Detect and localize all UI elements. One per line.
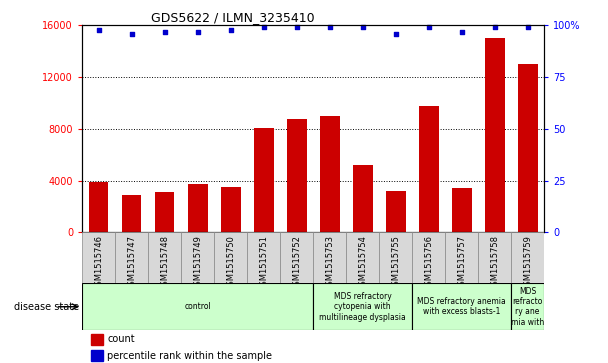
- Text: GSM1515758: GSM1515758: [490, 235, 499, 291]
- Text: GSM1515746: GSM1515746: [94, 235, 103, 291]
- Point: [226, 26, 235, 32]
- Text: control: control: [184, 302, 211, 311]
- Text: MDS refractory anemia
with excess blasts-1: MDS refractory anemia with excess blasts…: [417, 297, 506, 317]
- Text: GSM1515756: GSM1515756: [424, 235, 433, 291]
- Text: GSM1515757: GSM1515757: [457, 235, 466, 291]
- Bar: [91, 334, 103, 345]
- Bar: [511, 283, 544, 330]
- Bar: [89, 182, 108, 232]
- Bar: [214, 232, 247, 283]
- Bar: [485, 38, 505, 232]
- Bar: [247, 232, 280, 283]
- Bar: [280, 232, 313, 283]
- Bar: [346, 232, 379, 283]
- Bar: [82, 232, 115, 283]
- Text: GSM1515751: GSM1515751: [259, 235, 268, 291]
- Bar: [154, 192, 174, 232]
- Bar: [91, 350, 103, 362]
- Text: disease state: disease state: [14, 302, 79, 312]
- Point: [292, 25, 302, 30]
- Bar: [385, 191, 406, 232]
- Bar: [353, 165, 373, 232]
- Bar: [122, 195, 142, 232]
- Point: [358, 25, 367, 30]
- Point: [457, 29, 466, 34]
- Text: MDS refractory
cytopenia with
multilineage dysplasia: MDS refractory cytopenia with multilinea…: [319, 292, 406, 322]
- Bar: [287, 118, 306, 232]
- Bar: [148, 232, 181, 283]
- Bar: [478, 232, 511, 283]
- Text: GSM1515759: GSM1515759: [523, 235, 532, 291]
- Bar: [313, 232, 346, 283]
- Text: GSM1515753: GSM1515753: [325, 235, 334, 291]
- Text: GSM1515750: GSM1515750: [226, 235, 235, 291]
- Text: GSM1515747: GSM1515747: [127, 235, 136, 291]
- Bar: [412, 283, 511, 330]
- Bar: [419, 106, 438, 232]
- Text: GSM1515754: GSM1515754: [358, 235, 367, 291]
- Text: count: count: [108, 334, 135, 344]
- Text: percentile rank within the sample: percentile rank within the sample: [108, 351, 272, 361]
- Point: [325, 25, 334, 30]
- Text: GSM1515749: GSM1515749: [193, 235, 202, 291]
- Point: [160, 29, 170, 34]
- Bar: [254, 127, 274, 232]
- Point: [523, 25, 533, 30]
- Text: GSM1515755: GSM1515755: [391, 235, 400, 291]
- Text: GSM1515748: GSM1515748: [160, 235, 169, 291]
- Bar: [452, 188, 472, 232]
- Bar: [82, 283, 313, 330]
- Bar: [313, 283, 412, 330]
- Bar: [518, 64, 537, 232]
- Point: [490, 25, 500, 30]
- Point: [193, 29, 202, 34]
- Bar: [445, 232, 478, 283]
- Point: [424, 25, 434, 30]
- Point: [391, 31, 401, 37]
- Bar: [511, 232, 544, 283]
- Text: GSM1515752: GSM1515752: [292, 235, 301, 291]
- Point: [126, 31, 136, 37]
- Bar: [320, 116, 339, 232]
- Bar: [412, 232, 445, 283]
- Bar: [379, 232, 412, 283]
- Bar: [115, 232, 148, 283]
- Text: GDS5622 / ILMN_3235410: GDS5622 / ILMN_3235410: [151, 11, 315, 24]
- Bar: [221, 187, 241, 232]
- Bar: [188, 184, 207, 232]
- Point: [259, 25, 269, 30]
- Point: [94, 26, 103, 32]
- Text: MDS
refracto
ry ane
mia with: MDS refracto ry ane mia with: [511, 287, 544, 327]
- Bar: [181, 232, 214, 283]
